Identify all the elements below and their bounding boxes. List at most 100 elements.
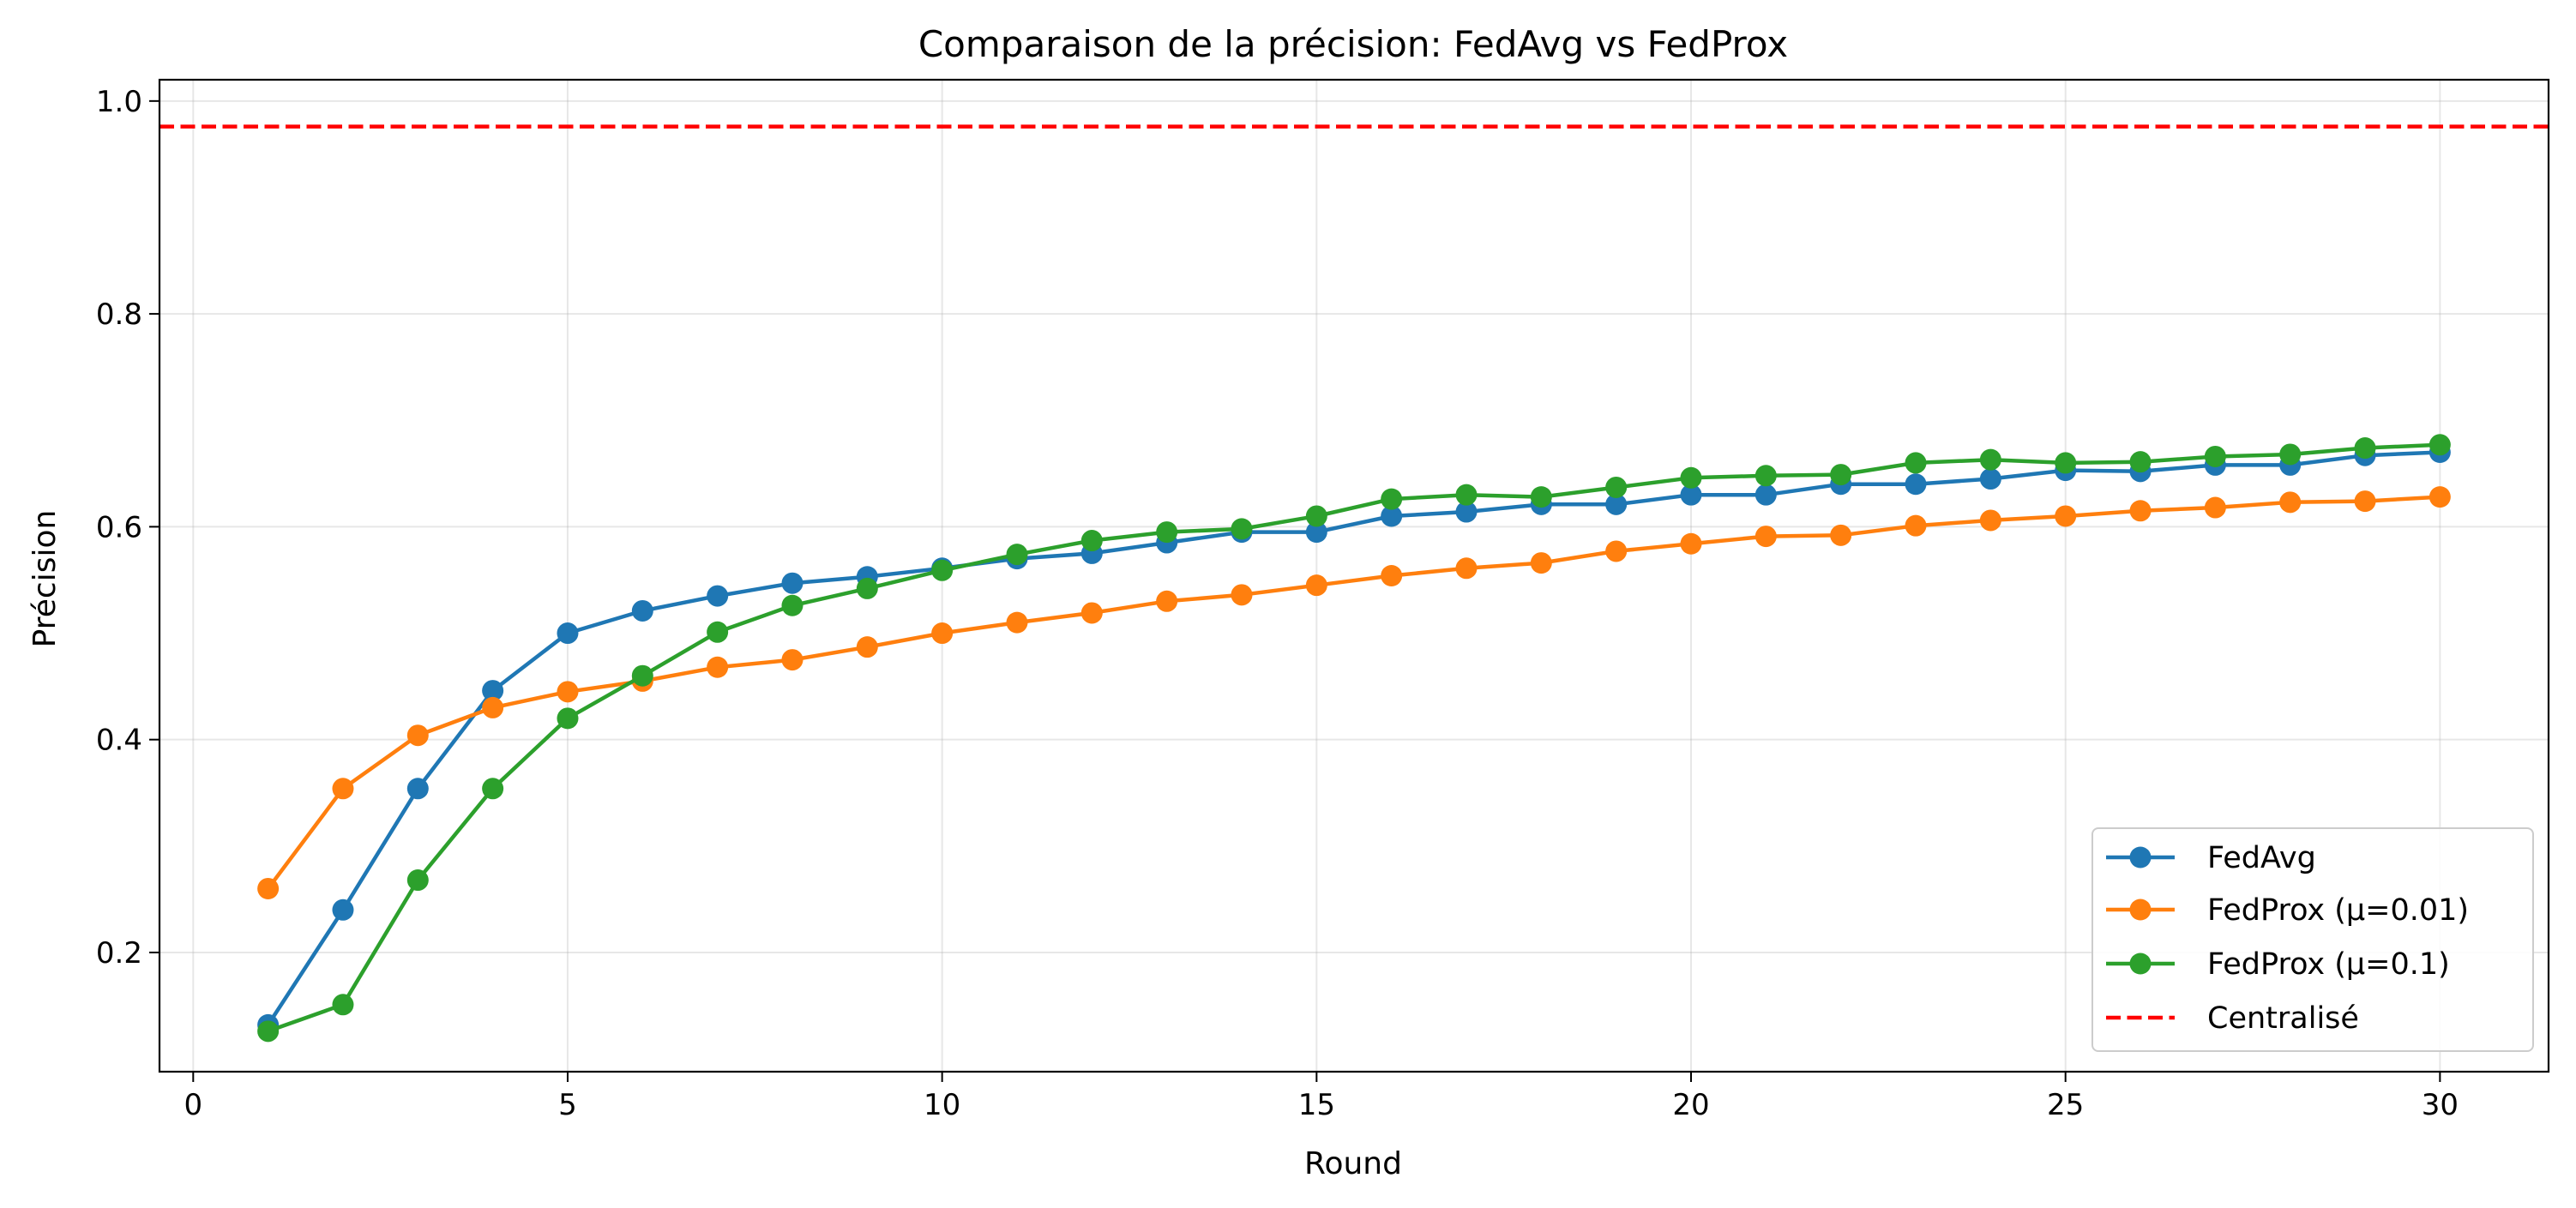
data-point-1 [1381,565,1403,586]
data-point-1 [1305,574,1327,597]
plot-area [159,124,2549,1043]
data-point-1 [1680,532,1702,555]
y-tick-label: 0.2 [96,936,142,971]
y-tick-label: 1.0 [96,85,142,119]
chart-title: Comparaison de la précision: FedAvg vs F… [918,23,1788,65]
x-tick-label: 30 [2422,1088,2459,1122]
x-tick-label: 5 [558,1088,577,1122]
data-point-1 [1979,509,2001,532]
data-point-0 [1455,501,1478,523]
data-point-1 [1754,526,1777,548]
x-tick-label: 0 [184,1088,202,1122]
data-point-1 [1530,552,1552,574]
legend-label: FedProx (μ=0.01) [2207,893,2469,928]
data-point-1 [2354,490,2376,513]
data-point-2 [257,1020,280,1043]
x-tick-label: 10 [924,1088,960,1122]
data-point-2 [707,621,729,643]
data-point-0 [1605,493,1628,515]
data-point-1 [482,696,504,718]
data-point-2 [1231,518,1253,540]
data-point-1 [1830,524,1852,546]
data-point-1 [2429,486,2451,508]
x-tick-label: 20 [1672,1088,1709,1122]
data-point-0 [1905,473,1927,496]
data-point-2 [2279,443,2302,466]
data-point-2 [1530,486,1552,508]
data-point-2 [482,778,504,800]
data-point-1 [707,656,729,678]
legend: FedAvg FedProx (μ=0.01) FedProx (μ=0.1) Cen… [2091,827,2534,1052]
y-tick-label: 0.4 [96,724,142,758]
data-point-2 [1754,465,1777,487]
data-point-2 [1979,448,2001,471]
data-point-0 [1754,484,1777,506]
data-point-2 [781,594,803,616]
data-point-1 [1605,540,1628,562]
data-point-1 [2279,491,2302,514]
data-point-2 [2354,437,2376,460]
data-point-2 [1305,505,1327,527]
data-point-1 [557,681,579,703]
legend-label: Centralisé [2207,1001,2359,1036]
data-point-0 [1305,521,1327,544]
data-point-1 [1080,602,1103,624]
legend-label: FedProx (μ=0.1) [2207,947,2450,982]
y-tick-label: 0.8 [96,297,142,332]
data-point-0 [482,680,504,702]
data-point-2 [631,664,653,687]
data-point-1 [1231,584,1253,606]
data-point-1 [1006,611,1028,634]
data-point-1 [856,636,878,658]
x-tick-label: 25 [2047,1088,2084,1122]
data-point-0 [707,585,729,607]
data-point-2 [332,994,354,1016]
data-point-0 [557,622,579,645]
data-point-1 [1455,557,1478,580]
data-point-2 [1156,521,1178,544]
plot-frame [158,78,2550,1073]
legend-marker [2129,953,2152,975]
y-tick-label: 0.6 [96,510,142,544]
legend-box [2091,827,2534,1052]
legend-marker [2129,846,2152,868]
data-point-2 [1455,484,1478,506]
series-line-0 [266,450,2441,1026]
data-point-2 [1605,476,1628,498]
data-point-2 [1830,464,1852,486]
legend-label: FedAvg [2207,841,2316,875]
y-axis-label: Précision [27,510,63,648]
data-point-2 [406,869,429,892]
data-point-1 [406,724,429,747]
data-point-1 [2055,505,2077,527]
data-point-0 [406,778,429,800]
data-point-0 [1381,505,1403,527]
axis-ticks: 0 5 10 15 20 25 30 0.2 0.4 0.6 0.8 1.0 [96,85,2459,1122]
data-point-1 [257,877,280,899]
data-point-1 [332,778,354,800]
data-point-2 [2204,445,2226,467]
data-point-2 [1680,466,1702,489]
data-point-0 [332,898,354,921]
data-point-1 [1156,590,1178,612]
data-point-2 [2429,434,2451,456]
series-line-2 [267,442,2441,1033]
data-point-2 [931,559,954,581]
data-point-0 [1680,484,1702,506]
data-point-2 [1006,544,1028,566]
data-point-2 [1381,488,1403,510]
data-point-1 [931,622,954,645]
data-point-2 [2055,452,2077,474]
data-point-1 [781,649,803,671]
data-point-2 [557,707,579,730]
data-point-1 [1905,514,1927,537]
x-tick-label: 15 [1298,1088,1335,1122]
data-point-0 [1979,468,2001,490]
data-point-1 [2129,500,2152,522]
data-point-2 [1905,452,1927,474]
data-point-2 [1080,530,1103,552]
legend-marker [2129,898,2152,921]
data-point-2 [856,577,878,599]
x-axis-label: Round [1304,1146,1402,1181]
